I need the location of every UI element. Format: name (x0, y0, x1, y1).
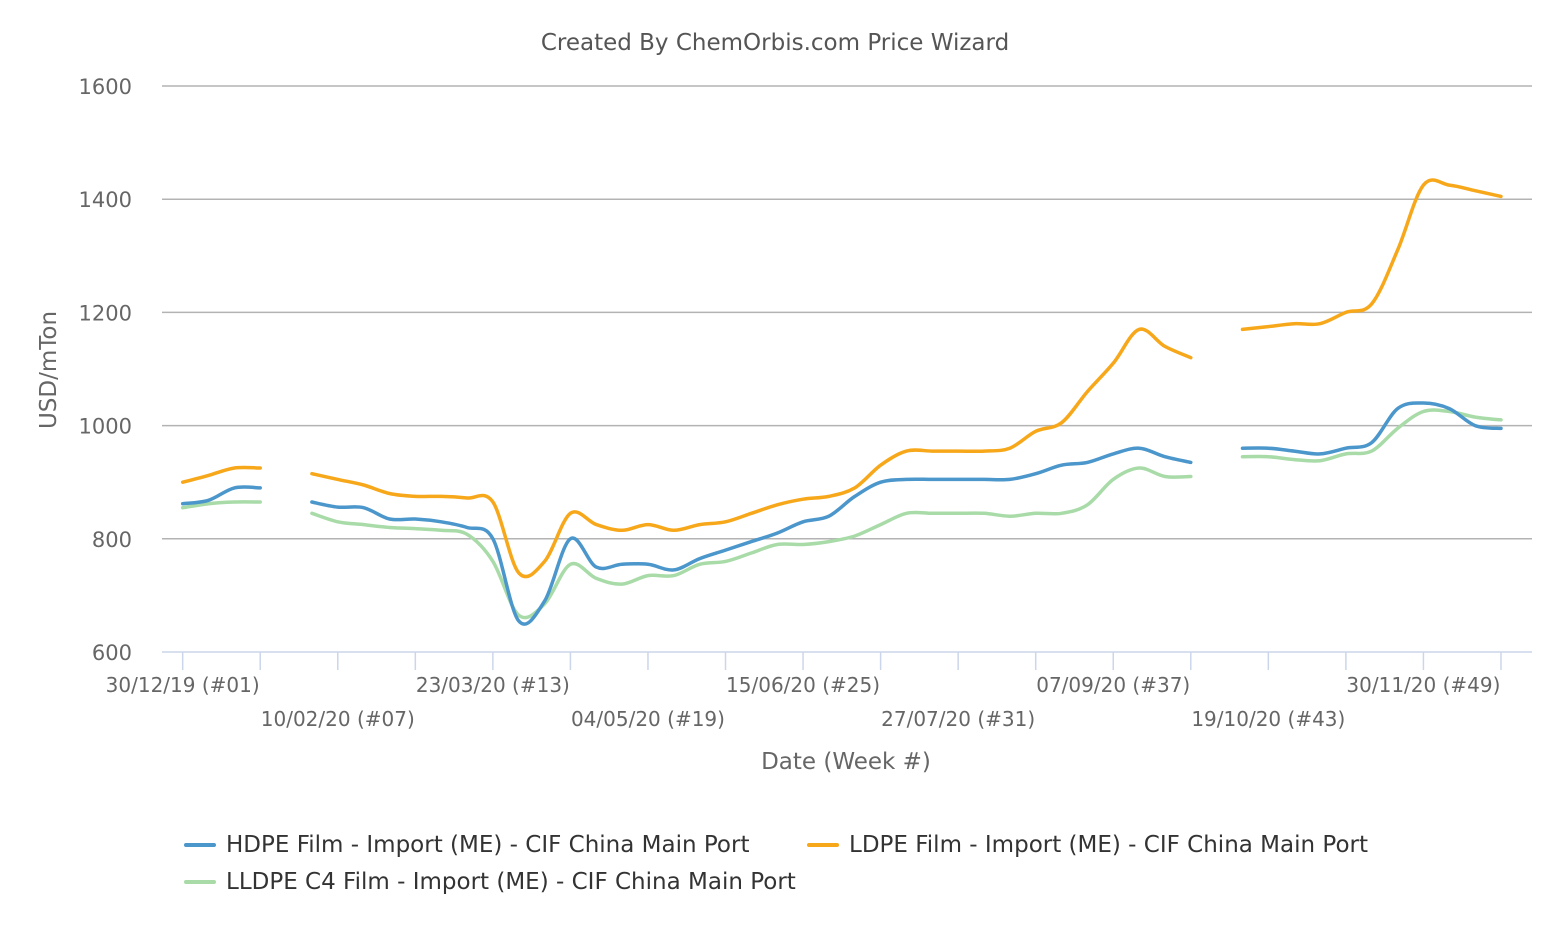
x-axis-label: Date (Week #) (761, 749, 931, 775)
series-line-ldpe[interactable] (180, 178, 1503, 579)
y-axis-label: USD/mTon (36, 311, 62, 429)
legend-item-hdpe[interactable]: HDPE Film - Import (ME) - CIF China Main… (184, 832, 749, 858)
chart-title: Created By ChemOrbis.com Price Wizard (541, 30, 1009, 56)
y-tick-label: 1000 (79, 415, 132, 439)
legend-label-lldpe: LLDPE C4 Film - Import (ME) - CIF China … (226, 869, 796, 895)
x-tick-label: 23/03/20 (#13) (416, 673, 570, 697)
series-line-hdpe[interactable] (180, 401, 1503, 626)
legend-item-ldpe[interactable]: LDPE Film - Import (ME) - CIF China Main… (807, 832, 1368, 858)
x-tick-label: 15/06/20 (#25) (726, 673, 880, 697)
x-tick-label: 30/12/19 (#01) (106, 673, 260, 697)
legend-swatch-ldpe (807, 843, 839, 847)
x-tick-label: 30/11/20 (#49) (1346, 673, 1500, 697)
x-tick-label: 07/09/20 (#37) (1036, 673, 1190, 697)
x-axis-ticks: 30/12/19 (#01)10/02/20 (#07)23/03/20 (#1… (106, 652, 1502, 731)
y-axis-ticks: 600 800 1000 1200 1400 1600 (79, 75, 132, 665)
legend-swatch-lldpe (184, 880, 216, 884)
x-tick-label: 04/05/20 (#19) (571, 707, 725, 731)
legend-item-lldpe[interactable]: LLDPE C4 Film - Import (ME) - CIF China … (184, 869, 796, 895)
x-tick-label: 19/10/20 (#43) (1191, 707, 1345, 731)
x-tick-label: 10/02/20 (#07) (261, 707, 415, 731)
y-tick-label: 1600 (79, 75, 132, 99)
legend-swatch-hdpe (184, 843, 216, 847)
y-tick-label: 800 (92, 528, 132, 552)
legend-label-hdpe: HDPE Film - Import (ME) - CIF China Main… (226, 832, 750, 858)
y-tick-label: 1400 (79, 188, 132, 212)
x-tick-label: 27/07/20 (#31) (881, 707, 1035, 731)
gridlines (162, 85, 1532, 540)
legend-label-ldpe: LDPE Film - Import (ME) - CIF China Main… (849, 832, 1368, 858)
y-tick-label: 600 (92, 641, 132, 665)
series-lines (180, 178, 1503, 626)
y-tick-label: 1200 (79, 301, 132, 325)
line-chart: Created By ChemOrbis.com Price Wizard US… (36, 30, 1532, 775)
